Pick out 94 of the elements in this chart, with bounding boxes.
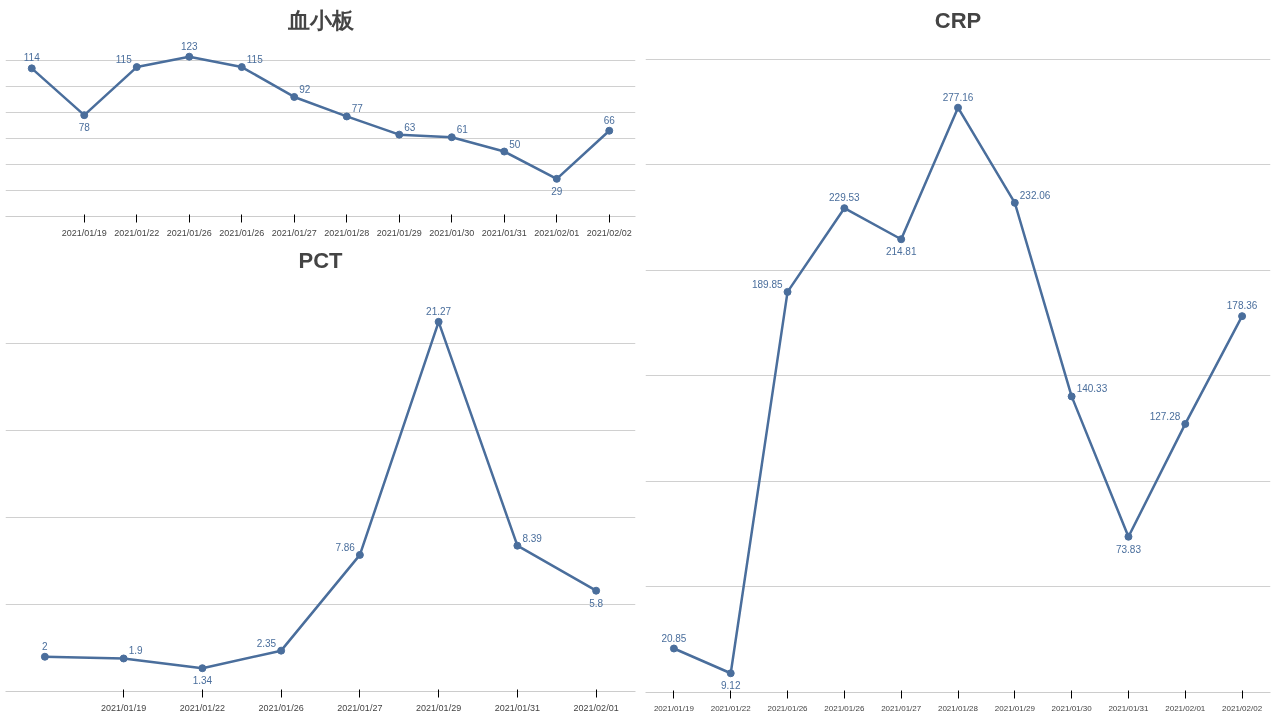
data-label: 232.06	[1019, 189, 1051, 201]
chart-title: 血小板	[286, 7, 355, 33]
data-label: 140.33	[1076, 383, 1108, 395]
data-label: 229.53	[829, 192, 861, 204]
data-label: 1.34	[192, 675, 213, 687]
x-tick-label: 2021/01/28	[324, 227, 370, 238]
data-label: 127.28	[1149, 410, 1181, 422]
x-tick-label: 2021/01/26	[824, 703, 865, 713]
data-label: 7.86	[335, 541, 356, 553]
point	[592, 586, 601, 595]
point	[355, 550, 364, 559]
data-label: 73.83	[1115, 543, 1142, 555]
data-label: 115	[246, 54, 264, 66]
data-label: 8.39	[522, 532, 543, 544]
point	[447, 133, 456, 142]
x-tick-label: 2021/01/27	[881, 703, 922, 713]
point	[1238, 312, 1247, 321]
x-tick-label: 2021/01/31	[481, 227, 527, 238]
data-label: 1.9	[128, 645, 143, 657]
point	[897, 235, 906, 244]
data-label: 114	[23, 52, 41, 64]
x-tick-label: 2021/01/30	[1051, 703, 1093, 713]
data-label: 115	[115, 54, 133, 66]
x-tick-label: 2021/01/29	[994, 703, 1036, 713]
x-tick-label: 2021/01/27	[337, 702, 383, 713]
point	[395, 130, 404, 139]
data-label: 5.8	[589, 597, 604, 609]
x-tick-label: 2021/01/31	[494, 702, 540, 713]
data-label: 61	[456, 124, 469, 136]
x-tick-label: 2021/01/19	[101, 702, 147, 713]
data-label: 20.85	[661, 632, 687, 644]
point	[40, 652, 49, 661]
point	[1181, 419, 1190, 428]
point	[552, 174, 561, 183]
point	[80, 111, 89, 120]
x-tick-label: 2021/01/29	[376, 227, 422, 238]
point	[726, 669, 735, 678]
x-tick-label: 2021/01/31	[1108, 703, 1150, 713]
data-label: 9.12	[721, 680, 741, 692]
point	[500, 147, 509, 156]
point	[342, 112, 351, 121]
x-tick-label: 2021/01/26	[166, 227, 212, 238]
x-tick-label: 2021/01/30	[429, 227, 475, 238]
x-tick-label: 2021/01/27	[271, 227, 317, 238]
point	[783, 287, 792, 296]
x-tick-label: 2021/01/28	[937, 703, 979, 713]
data-label: 92	[299, 83, 311, 95]
point	[119, 654, 128, 663]
x-tick-label: 2021/02/01	[573, 702, 619, 713]
point	[513, 541, 522, 550]
x-tick-label: 2021/02/01	[534, 227, 580, 238]
point	[605, 126, 614, 135]
point	[277, 646, 286, 655]
point	[132, 63, 141, 72]
point	[954, 103, 962, 112]
x-tick-label: 2021/01/19	[653, 703, 695, 713]
data-label: 123	[180, 40, 199, 52]
data-label: 2.35	[256, 637, 277, 649]
data-label: 2	[42, 640, 49, 652]
x-tick-label: 2021/01/19	[61, 227, 107, 238]
data-label: 66	[603, 114, 616, 126]
x-tick-label: 2021/01/26	[219, 227, 265, 238]
x-tick-label: 2021/01/26	[767, 703, 809, 713]
point	[669, 644, 678, 653]
data-label: 50	[509, 138, 521, 150]
data-label: 21.27	[426, 305, 452, 317]
x-tick-label: 2021/01/22	[179, 702, 225, 713]
data-label: 178.36	[1226, 300, 1258, 312]
x-tick-label: 2021/01/22	[114, 227, 160, 238]
data-label: 29	[551, 185, 563, 197]
data-label: 78	[78, 122, 91, 134]
point	[185, 52, 194, 61]
point	[1067, 392, 1076, 401]
point	[290, 92, 299, 101]
x-tick-label: 2021/02/01	[1165, 703, 1206, 713]
chart-title: PCT	[298, 247, 344, 273]
data-label: 189.85	[751, 278, 783, 290]
data-label: 77	[351, 103, 364, 115]
chart-title: CRP	[934, 7, 982, 33]
data-label: 63	[404, 121, 416, 133]
point	[237, 63, 246, 72]
x-tick-label: 2021/01/29	[416, 702, 462, 713]
x-tick-label: 2021/02/02	[586, 227, 632, 238]
point	[198, 664, 207, 673]
point	[434, 317, 443, 326]
point	[1124, 532, 1133, 541]
point	[1010, 198, 1019, 207]
data-label: 214.81	[885, 246, 917, 258]
point	[27, 64, 36, 73]
x-tick-label: 2021/01/22	[710, 703, 752, 713]
data-label: 277.16	[942, 91, 974, 103]
point	[840, 204, 849, 213]
x-tick-label: 2021/02/02	[1222, 703, 1263, 713]
x-tick-label: 2021/01/26	[258, 702, 304, 713]
